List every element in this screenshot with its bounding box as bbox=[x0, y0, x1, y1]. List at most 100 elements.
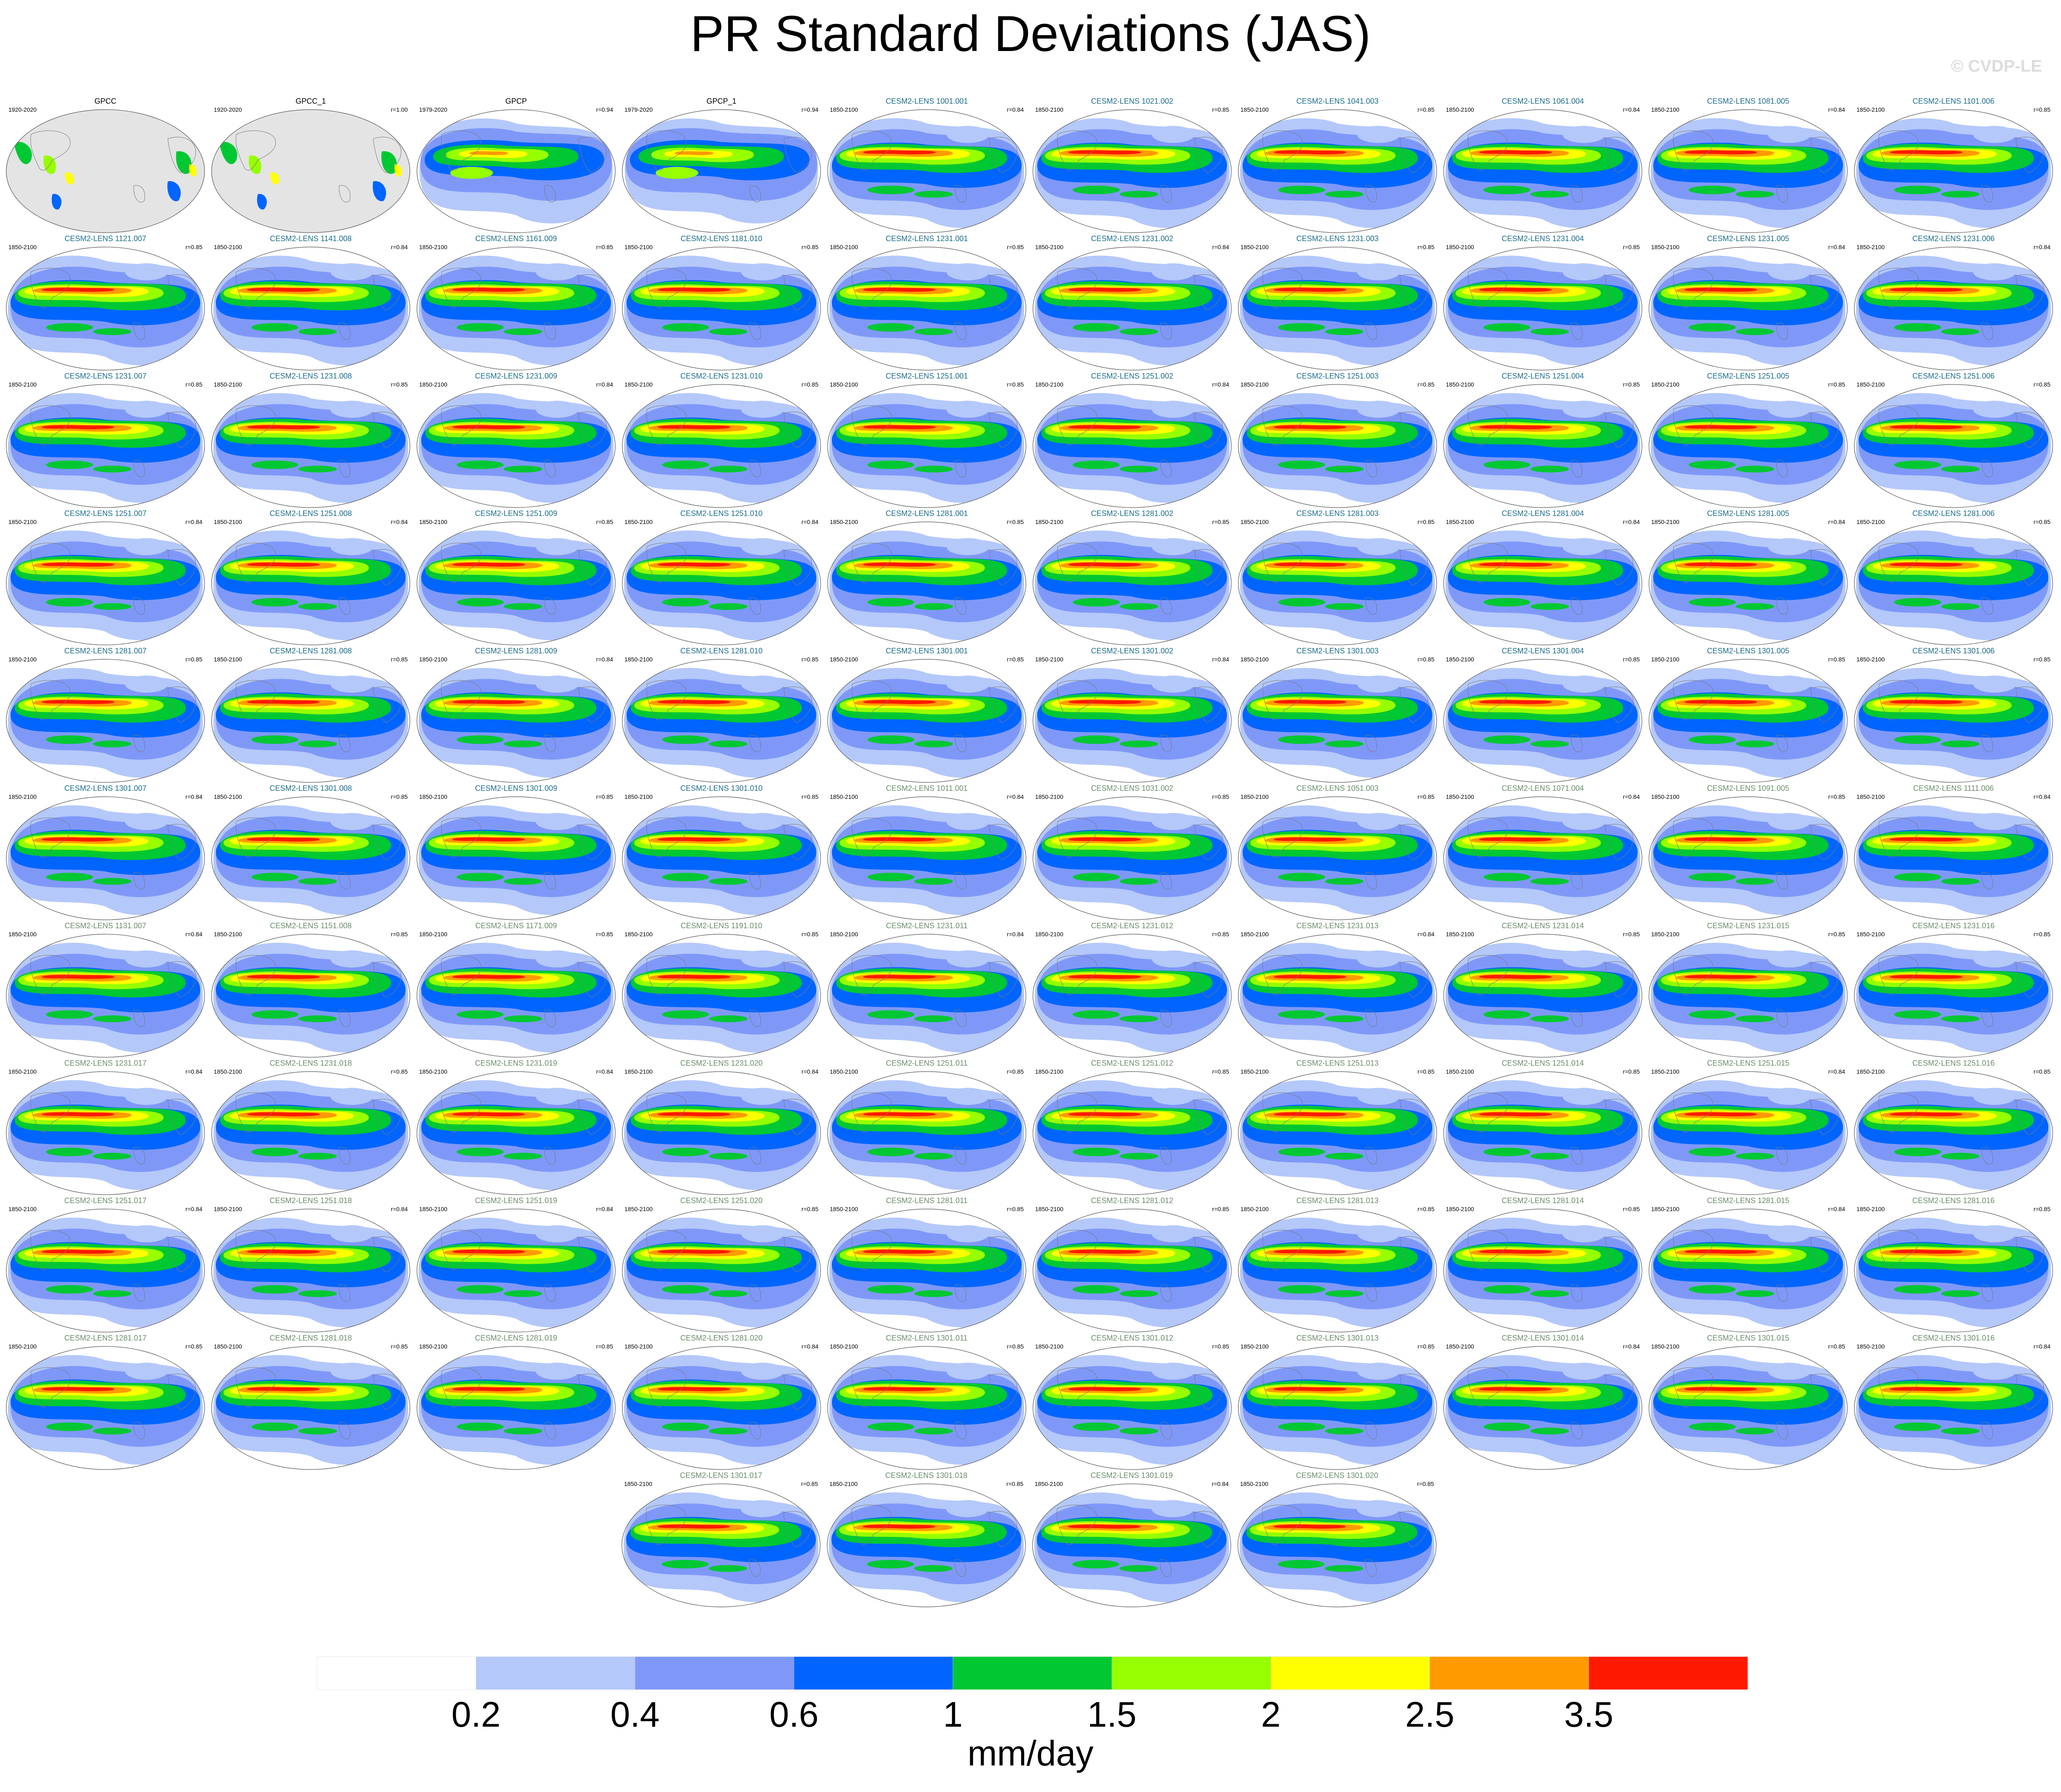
precip-std-map bbox=[622, 934, 821, 1058]
panel-period: 1850-2100 bbox=[214, 656, 242, 663]
map-panel: CESM2-LENS 1281.015 1850-2100 r=0.84 bbox=[1647, 1196, 1849, 1334]
panel-period: 1850-2100 bbox=[1857, 519, 1885, 525]
panel-pattern-correlation: r=0.84 bbox=[2033, 793, 2050, 800]
panel-title: CESM2-LENS 1231.009 bbox=[475, 372, 557, 380]
precip-std-map bbox=[417, 1071, 616, 1195]
precip-std-map bbox=[1238, 659, 1437, 783]
precip-std-map bbox=[1854, 109, 2053, 233]
panel-period: 1850-2100 bbox=[830, 931, 858, 938]
panel-pattern-correlation: r=0.85 bbox=[1417, 244, 1434, 250]
panel-period: 1850-2100 bbox=[830, 106, 858, 113]
panel-title: CESM2-LENS 1251.006 bbox=[1912, 372, 1995, 380]
panel-title: CESM2-LENS 1251.015 bbox=[1707, 1059, 1789, 1067]
precip-std-map bbox=[1033, 109, 1232, 233]
panel-title: GPCC bbox=[94, 97, 116, 105]
panel-period: 1850-2100 bbox=[1446, 1343, 1474, 1350]
panel-period: 1850-2100 bbox=[1857, 1068, 1885, 1075]
map-panel: CESM2-LENS 1151.008 1850-2100 r=0.85 bbox=[210, 922, 412, 1059]
precip-std-map bbox=[1238, 934, 1437, 1058]
colorbar-swatch bbox=[1111, 1656, 1271, 1690]
panel-period: 1850-2100 bbox=[214, 793, 242, 800]
precip-std-map bbox=[417, 659, 616, 783]
map-panel: CESM2-LENS 1301.012 1850-2100 r=0.85 bbox=[1031, 1334, 1233, 1471]
precip-std-map bbox=[1238, 247, 1437, 371]
panel-period: 1850-2100 bbox=[214, 381, 242, 388]
precip-std-map bbox=[1649, 659, 1848, 783]
map-panel: CESM2-LENS 1301.004 1850-2100 r=0.85 bbox=[1442, 647, 1644, 784]
precip-std-map bbox=[417, 1209, 616, 1333]
map-panel: CESM2-LENS 1231.006 1850-2100 r=0.84 bbox=[1852, 234, 2055, 372]
panel-period: 1850-2100 bbox=[419, 793, 447, 800]
precip-std-map bbox=[1033, 1346, 1232, 1470]
precip-std-map bbox=[417, 796, 616, 920]
map-panel: CESM2-LENS 1231.020 1850-2100 r=0.84 bbox=[620, 1059, 823, 1196]
precip-std-map bbox=[1238, 1209, 1437, 1333]
map-panel: CESM2-LENS 1301.017 1850-2100 r=0.85 bbox=[620, 1471, 822, 1609]
map-panel: CESM2-LENS 1131.007 1850-2100 r=0.84 bbox=[4, 922, 207, 1059]
map-panel: GPCC 1920-2020 bbox=[4, 97, 207, 234]
panel-period: 1850-2100 bbox=[1651, 656, 1679, 663]
panel-title: CESM2-LENS 1301.012 bbox=[1091, 1334, 1173, 1342]
panel-period: 1850-2100 bbox=[419, 656, 447, 663]
panel-title: CESM2-LENS 1301.002 bbox=[1091, 647, 1173, 655]
map-panel: GPCP 1979-2020 r=0.94 bbox=[415, 97, 617, 234]
map-panel: CESM2-LENS 1281.003 1850-2100 r=0.85 bbox=[1236, 509, 1439, 647]
precip-std-map bbox=[1238, 796, 1437, 920]
panel-pattern-correlation: r=0.84 bbox=[1211, 1480, 1229, 1487]
panel-title: CESM2-LENS 1301.008 bbox=[269, 784, 352, 793]
map-panel: CESM2-LENS 1251.013 1850-2100 r=0.85 bbox=[1236, 1059, 1439, 1196]
panel-pattern-correlation: r=0.85 bbox=[1417, 1068, 1434, 1075]
precip-std-map bbox=[622, 109, 821, 233]
colorbar-tick-label: 2.5 bbox=[1405, 1695, 1455, 1734]
panel-period: 1850-2100 bbox=[829, 1480, 858, 1487]
precip-std-map bbox=[1854, 796, 2053, 920]
precip-std-map bbox=[1649, 247, 1848, 371]
map-panel: CESM2-LENS 1021.002 1850-2100 r=0.85 bbox=[1031, 97, 1233, 234]
precip-std-map bbox=[827, 384, 1026, 508]
precip-std-map bbox=[622, 247, 821, 371]
panel-title: CESM2-LENS 1031.002 bbox=[1091, 784, 1173, 793]
panel-period: 1850-2100 bbox=[1035, 931, 1063, 938]
precip-std-map bbox=[827, 1483, 1026, 1607]
panel-period: 1850-2100 bbox=[1446, 1206, 1474, 1212]
precip-std-map bbox=[827, 109, 1026, 233]
panel-pattern-correlation: r=0.85 bbox=[1622, 381, 1640, 388]
panel-pattern-correlation: r=0.84 bbox=[1828, 244, 1845, 250]
map-panel: CESM2-LENS 1281.019 1850-2100 r=0.85 bbox=[415, 1334, 617, 1471]
panel-title: CESM2-LENS 1301.011 bbox=[886, 1334, 968, 1342]
panel-period: 1850-2100 bbox=[1240, 1480, 1268, 1487]
precip-std-map bbox=[417, 247, 616, 371]
panel-period: 1850-2100 bbox=[214, 519, 242, 525]
precip-std-map bbox=[1854, 1209, 2053, 1333]
panel-period: 1850-2100 bbox=[214, 244, 242, 250]
map-panel: CESM2-LENS 1301.005 1850-2100 r=0.85 bbox=[1647, 647, 1849, 784]
map-panel: CESM2-LENS 1231.010 1850-2100 r=0.85 bbox=[620, 372, 823, 509]
panel-pattern-correlation: r=0.84 bbox=[1828, 1068, 1845, 1075]
panel-title: CESM2-LENS 1251.004 bbox=[1501, 372, 1584, 380]
map-panel: CESM2-LENS 1231.009 1850-2100 r=0.84 bbox=[415, 372, 617, 509]
panel-title: CESM2-LENS 1301.016 bbox=[1912, 1334, 1995, 1342]
panel-pattern-correlation: r=0.84 bbox=[1828, 1206, 1845, 1212]
precip-std-map bbox=[417, 384, 616, 508]
precip-std-map bbox=[6, 1346, 205, 1470]
panel-period: 1850-2100 bbox=[419, 1343, 447, 1350]
precip-std-map bbox=[1854, 659, 2053, 783]
panel-pattern-correlation: r=0.84 bbox=[1212, 244, 1229, 250]
precip-std-map bbox=[211, 1209, 410, 1333]
map-panel: CESM2-LENS 1111.006 1850-2100 r=0.84 bbox=[1852, 784, 2055, 922]
panel-pattern-correlation: r=0.85 bbox=[2033, 1206, 2050, 1212]
panel-period: 1850-2100 bbox=[830, 519, 858, 525]
panel-period: 1850-2100 bbox=[1240, 1343, 1269, 1350]
panel-pattern-correlation: r=0.85 bbox=[801, 1480, 818, 1487]
panel-pattern-correlation: r=0.84 bbox=[185, 931, 202, 938]
panel-title: CESM2-LENS 1091.005 bbox=[1707, 784, 1789, 793]
panel-pattern-correlation: r=0.85 bbox=[1212, 106, 1229, 113]
precip-std-map bbox=[1649, 109, 1848, 233]
panel-period: 1850-2100 bbox=[1035, 1206, 1063, 1212]
panel-period: 1850-2100 bbox=[1446, 381, 1474, 388]
map-panel: CESM2-LENS 1121.007 1850-2100 r=0.85 bbox=[4, 234, 207, 372]
panel-pattern-correlation: r=0.85 bbox=[1006, 1206, 1024, 1212]
precip-std-map bbox=[1854, 1071, 2053, 1195]
panel-period: 1850-2100 bbox=[1035, 793, 1063, 800]
panel-title: CESM2-LENS 1301.003 bbox=[1296, 647, 1379, 655]
